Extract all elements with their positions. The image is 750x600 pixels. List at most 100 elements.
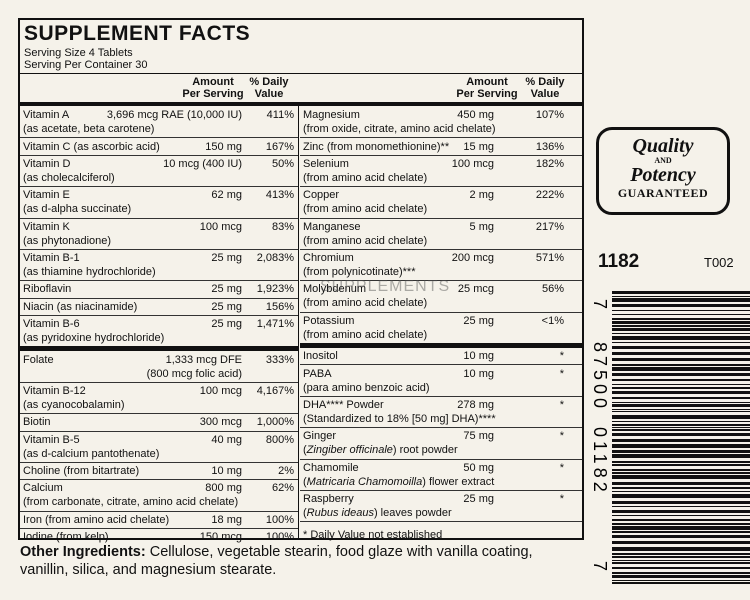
daily-value: 413% [265,189,294,202]
nutrient-row: Selenium (from amino acid chelate) 100 mcg… [300,154,582,186]
other-ingredients: Other Ingredients: Cellulose, vegetable … [20,543,580,579]
barcode-bar [612,296,750,297]
barcode-bar [612,415,750,419]
barcode-bar [612,482,750,485]
barcode-bar [612,582,750,584]
barcode-bar [612,367,750,371]
amount: 10 mg [211,465,242,478]
amount: 25 mg [211,318,242,331]
amount: 100 mcg [199,220,242,233]
nutrient-name: Molybdenum [303,283,366,296]
nutrient-name: Chamomile [303,461,359,474]
amount: 450 mg [457,109,494,122]
barcode-bar [612,364,750,366]
serving-size: Serving Size 4 Tablets [24,47,133,59]
nutrient-name: DHA**** Powder [303,398,384,411]
nutrient-row: Choline (from bitartrate) 10 mg 2% [20,461,298,479]
nutrient-name: Inositol [303,350,338,363]
barcode-digit: 87500 [590,342,610,412]
amount: 100 mcg [199,384,242,397]
nutrient-name: Manganese [303,220,361,233]
barcode-bar [612,572,750,574]
barcode-bar [612,444,750,448]
barcode-bar [612,310,750,311]
nutrient-name: Biotin [23,416,51,429]
daily-value: 333% [265,353,294,366]
amount: 25 mg [463,314,494,327]
amount: 300 mcg [199,416,242,429]
nutrient-row: Vitamin B-5 (as d-calcium pantothenate) 40… [20,430,298,462]
barcode-bar [612,575,750,578]
nutrient-row: Copper (from amino acid chelate) 2 mg 222% [300,186,582,217]
amount: 25 mg [211,283,242,296]
barcode-bar [612,562,750,564]
row-group: Inositol 10 mg * PABA (para amino benzoic ac… [300,343,582,521]
daily-value: 222% [535,189,564,202]
barcode-bar [612,433,750,436]
nutrient-row: Vitamin B-1 (as thiamine hydrochloride) 25… [20,248,298,280]
nutrient-row: Zinc (from monomethionine)** 15 mg 136% [300,137,582,154]
barcode-bar [612,421,750,422]
nutrient-row: Riboflavin 25 mg 1,923% [20,280,298,297]
daily-value: * [559,461,564,474]
nutrient-name: Potassium [303,314,355,327]
daily-value: 1,923% [256,283,294,296]
column-divider [298,102,299,538]
nutrient-name: Vitamin E [23,189,70,202]
header-dv: % Daily Value [525,76,565,100]
barcode-bar [612,547,750,551]
barcode-bar [612,318,750,320]
amount: 800 mg [205,482,242,495]
barcode-bar [612,491,750,492]
daily-value: * [559,493,564,506]
nutrient-row: Chromium (from polynicotinate)*** 200 mcg 5… [300,248,582,280]
amount: 25 mg [211,252,242,265]
source-part: Rubus ideaus [306,507,374,520]
daily-value: 411% [266,109,294,122]
daily-value: * [559,430,564,443]
barcode-bar [612,556,750,558]
barcode-bar [612,411,750,412]
source-part: Zingiber officinale [306,444,393,457]
daily-value: 1,471% [256,318,294,331]
source-part: ( [303,444,307,457]
amount: (800 mcg folic acid) [146,367,242,380]
nutrient-row: Biotin 300 mcg 1,000% [20,413,298,430]
nutrient-row: Magnesium (from oxide, citrate, amino aci… [300,107,582,137]
amount: 200 mcg [451,252,494,265]
amount: 15 mg [463,140,494,153]
nutrient-source: (as thiamine hydrochloride) [23,266,156,279]
nutrient-source: (Standardized to 18% [50 mg] DHA)**** [303,412,496,425]
footnote: * Daily Value not established [300,521,582,541]
nutrient-row: Raspberry (Rubus ideaus) leaves powder 25 … [300,489,582,521]
daily-value: 107% [535,109,564,122]
amount: 3,696 mcg RAE (10,000 IU) [106,109,242,122]
nutrient-row: Iron (from amino acid chelate) 18 mg 100% [20,510,298,528]
nutrient-row: Vitamin B-6 (as pyridoxine hydrochloride)… [20,315,298,346]
barcode-bar [612,409,750,410]
barcode-bar [612,379,750,381]
nutrient-name: Iodine (from kelp) [23,531,109,544]
nutrient-row: Molybdenum (from amino acid chelate) 25 mc… [300,280,582,311]
nutrient-name: Riboflavin [23,283,72,296]
amount: 150 mcg [199,531,242,544]
row-group: Vitamin A (as acetate, beta carotene) 3,69… [20,107,298,346]
daily-value: 800% [265,433,294,446]
barcode-bar [612,391,750,394]
barcode-bar [612,346,750,349]
daily-value: 4,167% [256,384,294,397]
daily-value: 50% [271,157,294,170]
barcode-bar [612,352,750,355]
barcode-bar [612,336,750,340]
rule [20,102,582,106]
nutrient-name: Folate [23,353,54,366]
nutrient-row: Potassium (from amino acid chelate) 25 mg <… [300,311,582,343]
barcode-bar [612,553,750,555]
daily-value: 62% [271,482,294,495]
barcode-bar [612,321,750,324]
nutrient-name: Vitamin B-5 [23,433,80,446]
barcode-bar [612,461,750,463]
daily-value: 136% [535,140,564,153]
nutrient-source: (as d-calcium pantothenate) [23,447,160,460]
